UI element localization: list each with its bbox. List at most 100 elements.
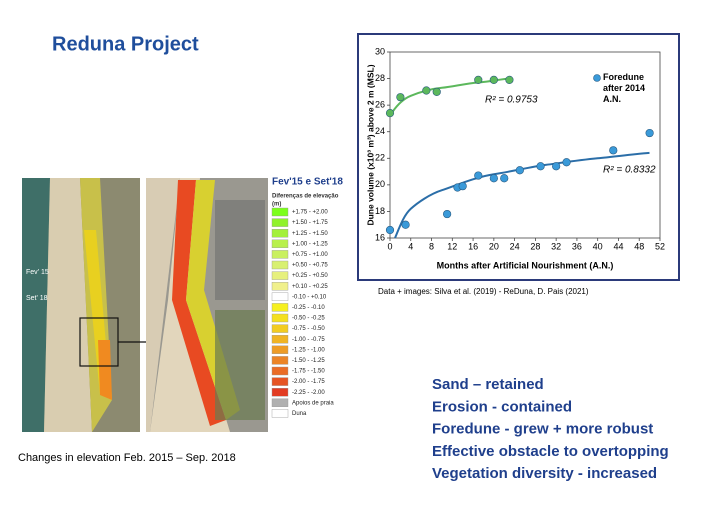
map-legend-label: +1.25 - +1.50 — [292, 231, 328, 237]
source: Data + images: Silva et al. (2019) - ReD… — [378, 287, 589, 296]
plot-area — [389, 51, 661, 239]
data-point — [489, 174, 498, 183]
x-tick-label: 36 — [572, 241, 582, 251]
bullet: Foredune - grew + more robust — [432, 421, 653, 438]
map-legend-label: -0.10 - +0.10 — [292, 294, 327, 300]
data-point — [385, 109, 395, 118]
y-tick-label: 18 — [375, 206, 385, 216]
x-tick-label: 20 — [489, 241, 499, 251]
map-legend-swatch — [271, 377, 289, 386]
data-point — [500, 174, 509, 183]
map-legend-label: +1.75 - +2.00 — [292, 210, 328, 216]
data-point — [645, 128, 654, 138]
y-tick-label: 20 — [375, 179, 385, 189]
map-legend-swatch — [271, 335, 289, 344]
map-legend-label: -0.25 - -0.10 — [292, 305, 325, 311]
x-tick-label: 16 — [468, 241, 478, 251]
map-left — [22, 178, 146, 432]
data-point — [443, 209, 452, 219]
map-legend-label: Duna — [292, 411, 307, 417]
data-point — [458, 182, 467, 191]
map-caption: Changes in elevation Feb. 2015 – Sep. 20… — [18, 452, 236, 464]
map-legend-label: +0.75 - +1.00 — [292, 252, 328, 258]
y-tick-label: 30 — [375, 46, 385, 56]
y-tick-label: 26 — [375, 100, 385, 110]
map-legend-swatch — [271, 313, 289, 323]
map-legend-label: -2.00 - -1.75 — [292, 379, 325, 385]
x-tick-label: 40 — [593, 241, 603, 251]
legend-marker — [593, 74, 601, 82]
bullet: Sand – retained — [432, 376, 544, 393]
map-legend-label: -1.25 - -1.00 — [292, 347, 325, 353]
x-tick-label: 44 — [613, 241, 623, 251]
map-legend-swatch — [271, 356, 289, 365]
data-point — [474, 171, 483, 180]
data-point — [505, 75, 514, 84]
map-legend-label: -0.75 - -0.50 — [292, 326, 325, 332]
map-legend-swatch — [271, 292, 289, 301]
map-legend-label: -1.00 - -0.75 — [292, 337, 325, 343]
map-legend-title: Fev'15 e Set'18 — [272, 177, 343, 188]
map-legend-swatch — [271, 260, 289, 270]
x-tick-label: 52 — [655, 241, 665, 251]
data-point — [422, 86, 431, 95]
data-point — [474, 75, 483, 84]
data-point — [515, 166, 524, 175]
x-tick-label: 12 — [447, 241, 457, 251]
bullet: Vegetation diversity - increased — [432, 465, 657, 482]
map-legend-swatch — [271, 218, 289, 227]
legend-label: Foredune after 2014 A.N. — [603, 72, 646, 104]
map-legend-label: +0.25 - +0.50 — [292, 273, 328, 279]
map-legend-label: -1.50 - -1.25 — [292, 358, 325, 364]
data-point — [489, 75, 498, 84]
map-legend-unit: (m) — [272, 202, 281, 208]
x-tick-label: 32 — [551, 241, 561, 251]
x-tick-label: 24 — [510, 241, 520, 251]
map-label: Set' 18 — [26, 295, 48, 302]
y-tick-label: 16 — [375, 232, 385, 242]
y-tick-label: 22 — [375, 153, 385, 163]
data-point — [536, 162, 545, 171]
map-right — [146, 178, 268, 432]
map-legend-swatch — [271, 409, 289, 418]
y-tick-label: 24 — [375, 126, 385, 136]
map-legend-label: -1.75 - -1.50 — [292, 369, 325, 375]
map-legend-label: +0.50 - +0.75 — [292, 263, 328, 269]
annotation: R² = 0.8332 — [603, 165, 656, 176]
map-legend-label: Apoios de praia — [292, 400, 334, 406]
map-legend-swatch — [271, 324, 289, 333]
map-legend-swatch — [271, 250, 289, 259]
x-tick-label: 8 — [429, 241, 434, 251]
map-legend-label: +1.00 - +1.25 — [292, 241, 328, 247]
bullet: Effective obstacle to overtopping — [432, 443, 669, 460]
x-tick-label: 28 — [530, 241, 540, 251]
data-point — [396, 93, 405, 102]
data-point — [552, 162, 561, 171]
map-label: Fev' 15 — [26, 269, 49, 276]
chart-frame — [357, 33, 680, 281]
map-legend-swatch — [271, 388, 289, 397]
x-axis-label: Months after Artificial Nourishment (A.N… — [437, 260, 614, 270]
map-legend-swatch — [271, 271, 289, 280]
data-point — [562, 158, 571, 167]
trendline — [391, 77, 510, 113]
map-legend-swatch — [271, 398, 289, 407]
map-legend-swatch — [271, 345, 289, 354]
y-axis-label: Dune volume (x10³ m³) above 2 m (MSL) — [365, 64, 375, 225]
bullet: Erosion - contained — [432, 398, 572, 415]
y-tick-label: 28 — [375, 73, 385, 83]
map-legend-swatch — [271, 366, 289, 376]
map-legend-swatch — [271, 239, 289, 249]
map-legend-swatch — [271, 282, 289, 291]
map-legend-label: +0.10 - +0.25 — [292, 284, 328, 290]
map-legend-swatch — [271, 228, 289, 238]
map-legend-swatch — [271, 303, 289, 312]
slide-title: Reduna Project — [52, 33, 199, 55]
map-legend-subtitle: Diferenças de elevação — [272, 194, 339, 200]
x-tick-label: 0 — [387, 241, 392, 251]
annotation: R² = 0.9753 — [485, 95, 538, 106]
map-legend-label: -0.50 - -0.25 — [292, 316, 325, 322]
data-point — [385, 225, 395, 235]
